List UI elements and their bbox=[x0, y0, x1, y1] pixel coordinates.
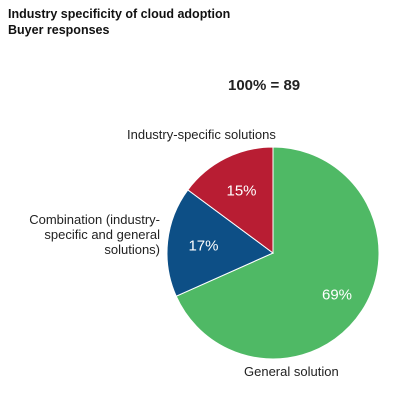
value-label-combination: 17% bbox=[188, 237, 218, 254]
chart-title-block: Industry specificity of cloud adoption B… bbox=[8, 6, 230, 38]
legend-label-combination: Combination (industry-specific and gener… bbox=[29, 212, 160, 257]
slice-general-solution bbox=[175, 146, 380, 360]
slice-industry-specific bbox=[187, 146, 274, 254]
chart-title: Industry specificity of cloud adoption bbox=[8, 7, 231, 21]
total-respondents-label: 100% = 89 bbox=[228, 77, 301, 94]
value-label-industry-specific: 15% bbox=[227, 183, 257, 200]
legend-label-industry-specific: Industry-specific solutions bbox=[127, 127, 276, 142]
legend-label-general-solution: General solution bbox=[244, 364, 339, 379]
chart-subtitle: Buyer responses bbox=[8, 23, 110, 37]
slice-combination bbox=[166, 189, 274, 297]
value-label-general-solution: 69% bbox=[322, 287, 352, 304]
